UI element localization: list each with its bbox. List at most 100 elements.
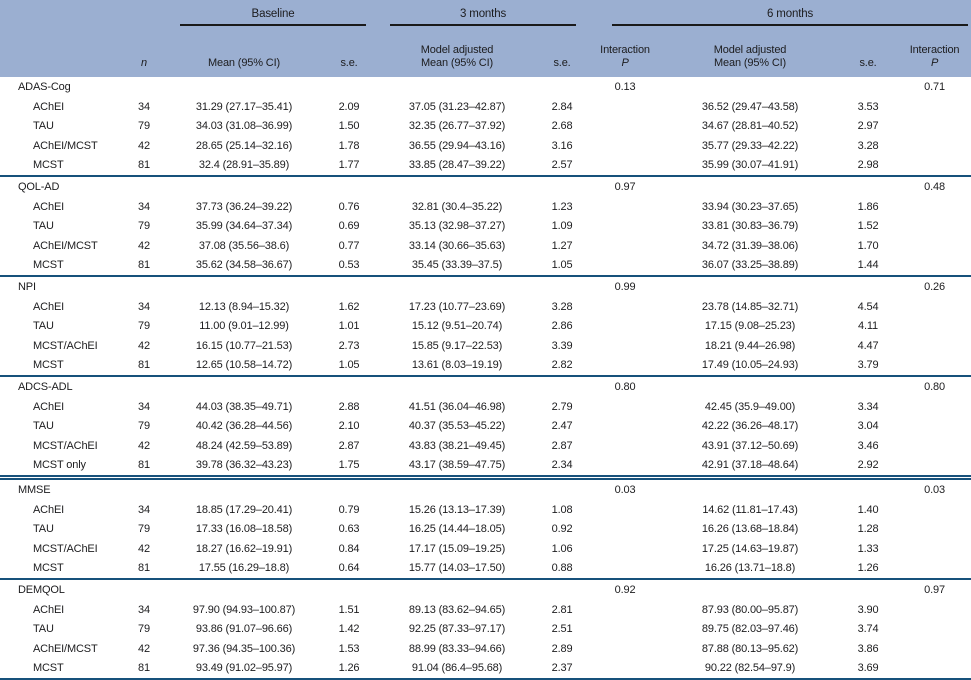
month3-mean-ci: 17.17 (15.09–19.25) xyxy=(408,542,506,555)
month3-mean-ci: 32.35 (26.77–37.92) xyxy=(408,120,506,133)
interaction-p-6months: 0.97 xyxy=(898,578,971,600)
month6-mean-ci: 42.45 (35.9–49.00) xyxy=(704,400,796,413)
n-value: 34 xyxy=(138,603,150,616)
n-value: 42 xyxy=(138,139,150,152)
table-row: AChEI 34 37.73 (36.24–39.22) 0.76 32.81 … xyxy=(0,197,971,217)
month6-mean-ci: 35.77 (29.33–42.22) xyxy=(701,139,799,152)
spacer-cell xyxy=(588,197,662,217)
baseline-se: 1.01 xyxy=(338,320,360,333)
table-row: AChEI 34 97.90 (94.93–100.87) 1.51 89.13… xyxy=(0,600,971,620)
spacer-cell xyxy=(588,456,662,478)
table-row: AChEI/MCST 42 37.08 (35.56–38.6) 0.77 33… xyxy=(0,236,971,256)
spacer-cell xyxy=(898,156,971,177)
baseline-mean-ci: 32.4 (28.91–35.89) xyxy=(198,159,290,172)
month3-se: 2.47 xyxy=(551,420,573,433)
baseline-se: 1.42 xyxy=(338,623,360,636)
baseline-se: 0.53 xyxy=(338,259,360,272)
baseline-se: 1.51 xyxy=(338,603,360,616)
spanner-3months: 3 months xyxy=(378,0,589,26)
table-row: TAU 79 35.99 (34.64–37.34) 0.69 35.13 (3… xyxy=(0,217,971,237)
baseline-mean-ci: 12.65 (10.58–14.72) xyxy=(195,359,293,372)
interaction-p-3months: 0.80 xyxy=(588,375,663,397)
n-value: 79 xyxy=(138,320,150,333)
month3-se: 1.05 xyxy=(551,259,573,272)
month3-mean-ci: 15.26 (13.13–17.39) xyxy=(408,503,506,516)
baseline-mean-ci: 35.99 (34.64–37.34) xyxy=(195,220,293,233)
spanner-blank-cell xyxy=(0,0,168,26)
table-row: MCST 81 12.65 (10.58–14.72) 1.05 13.61 (… xyxy=(0,356,971,377)
treatment-arm-label: TAU xyxy=(33,120,54,133)
spacer-cell xyxy=(898,217,971,237)
interaction-p-6months: 0.26 xyxy=(898,275,971,297)
spacer-cell xyxy=(898,436,971,456)
outcome-group-label: ADCS-ADL xyxy=(0,375,589,397)
baseline-mean-ci: 31.29 (27.17–35.41) xyxy=(195,100,293,113)
month6-mean-ci: 23.78 (14.85–32.71) xyxy=(701,300,799,313)
outcome-group-row: QOL-AD 0.97 0.48 xyxy=(0,175,971,197)
col-header-blank xyxy=(0,26,120,77)
month6-se: 3.04 xyxy=(857,420,879,433)
month3-mean-ci: 15.12 (9.51–20.74) xyxy=(411,320,503,333)
month3-mean-ci: 88.99 (83.33–94.66) xyxy=(408,642,506,655)
month3-mean-ci: 15.77 (14.03–17.50) xyxy=(408,562,506,575)
month3-se: 0.92 xyxy=(551,523,573,536)
n-value: 42 xyxy=(138,439,150,452)
baseline-mean-ci: 93.49 (91.02–95.97) xyxy=(195,662,293,675)
month6-se: 4.47 xyxy=(857,339,879,352)
baseline-se: 0.79 xyxy=(338,503,360,516)
n-value: 81 xyxy=(138,159,150,172)
outcome-group-label: ADAS-Cog xyxy=(18,81,71,93)
month3-mean-ci: 43.17 (38.59–47.75) xyxy=(408,459,506,472)
table-row: AChEI/MCST 42 97.36 (94.35–100.36) 1.53 … xyxy=(0,639,971,659)
month3-mean-ci: 36.55 (29.94–43.16) xyxy=(408,139,506,152)
month6-se: 1.28 xyxy=(857,523,879,536)
month3-mean-ci: 32.81 (30.4–35.22) xyxy=(411,200,503,213)
month6-mean-ci: 36.52 (29.47–43.58) xyxy=(701,100,799,113)
treatment-arm-label: MCST xyxy=(33,159,64,172)
baseline-mean-ci: 18.27 (16.62–19.91) xyxy=(195,542,293,555)
spacer-cell xyxy=(662,175,899,197)
spacer-cell xyxy=(662,375,899,397)
month6-se: 1.44 xyxy=(857,259,879,272)
month6-mean-ci: 43.91 (37.12–50.69) xyxy=(701,439,799,452)
spacer-cell xyxy=(898,620,971,640)
spanner-6months-label: 6 months xyxy=(612,8,969,26)
spacer-cell xyxy=(662,275,899,297)
month6-se: 4.54 xyxy=(857,300,879,313)
spacer-cell xyxy=(898,456,971,478)
spacer-cell xyxy=(588,500,662,520)
month3-se: 1.09 xyxy=(551,220,573,233)
month6-mean-ci: 34.67 (28.81–40.52) xyxy=(701,120,799,133)
month3-mean-ci: 92.25 (87.33–97.17) xyxy=(408,623,506,636)
month3-se: 2.89 xyxy=(551,642,573,655)
baseline-se: 1.78 xyxy=(338,139,360,152)
spacer-cell xyxy=(588,297,662,317)
spanner-baseline: Baseline xyxy=(168,0,379,26)
mean-ci-label: Mean (95% CI) xyxy=(714,57,787,69)
interaction-label: Interaction xyxy=(909,44,960,56)
treatment-arm-label: TAU xyxy=(33,420,54,433)
table-row: MCST/AChEI 42 48.24 (42.59–53.89) 2.87 4… xyxy=(0,436,971,456)
month3-mean-ci: 37.05 (31.23–42.87) xyxy=(408,100,506,113)
spacer-cell xyxy=(588,317,662,337)
n-value: 81 xyxy=(138,459,150,472)
spacer-cell xyxy=(898,417,971,437)
baseline-mean-ci: 93.86 (91.07–96.66) xyxy=(195,623,293,636)
n-value: 79 xyxy=(138,120,150,133)
table-row: MCST 81 93.49 (91.02–95.97) 1.26 91.04 (… xyxy=(0,659,971,680)
month3-mean-ci: 89.13 (83.62–94.65) xyxy=(408,603,506,616)
month6-mean-ci: 16.26 (13.71–18.8) xyxy=(704,562,796,575)
month6-se: 3.86 xyxy=(857,642,879,655)
month6-se: 3.34 xyxy=(857,400,879,413)
spacer-cell xyxy=(588,600,662,620)
baseline-mean-ci: 11.00 (9.01–12.99) xyxy=(199,320,289,333)
spacer-cell xyxy=(588,639,662,659)
month6-mean-ci: 16.26 (13.68–18.84) xyxy=(701,523,799,536)
month3-se: 2.82 xyxy=(551,359,573,372)
baseline-mean-ci: 40.42 (36.28–44.56) xyxy=(195,420,293,433)
month6-mean-ci: 42.22 (36.26–48.17) xyxy=(701,420,799,433)
baseline-mean-ci: 34.03 (31.08–36.99) xyxy=(195,120,293,133)
month6-se: 3.79 xyxy=(857,359,879,372)
spacer-cell xyxy=(588,539,662,559)
treatment-arm-label: AChEI/MCST xyxy=(33,642,98,655)
